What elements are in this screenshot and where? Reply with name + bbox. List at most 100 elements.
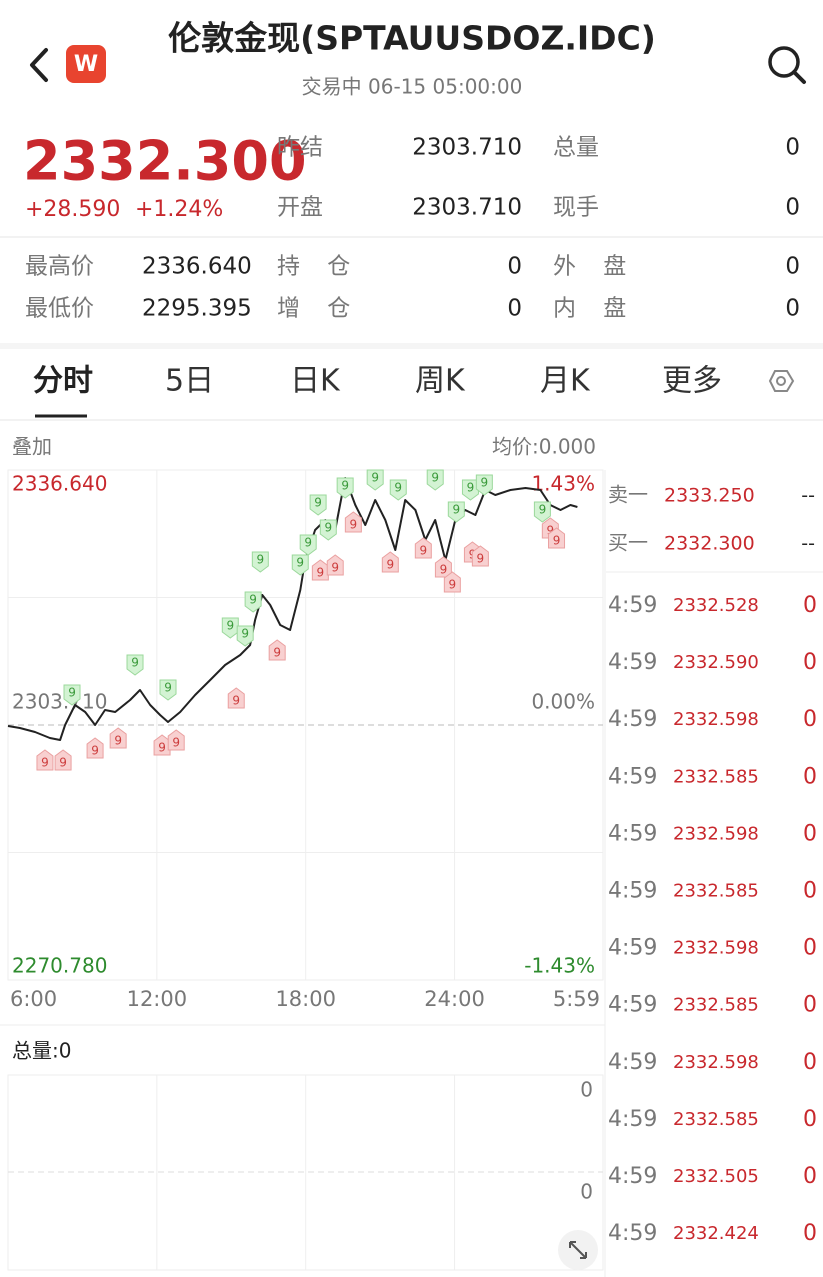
avg-price: 均价:0.000 (492, 435, 596, 459)
volume-title: 总量:0 (12, 1039, 71, 1063)
signal-badge (533, 501, 551, 523)
back-button[interactable] (30, 48, 48, 82)
signal-badge (471, 545, 489, 567)
trade-volume: 0 (803, 764, 817, 789)
signal-badge (381, 551, 399, 573)
tab[interactable]: 更多 (662, 364, 722, 399)
signal-label: 9 (317, 565, 325, 579)
signal-marker: 9 (36, 749, 54, 771)
signal-marker: 9 (475, 474, 493, 496)
divider (0, 343, 823, 349)
overlay-button[interactable]: 叠加 (12, 435, 52, 459)
signal-label: 9 (131, 655, 139, 669)
signal-label: 9 (394, 480, 402, 494)
signal-badge (299, 534, 317, 556)
price-line (7, 477, 578, 741)
signal-badge (159, 679, 177, 701)
signal-label: 9 (241, 627, 249, 641)
signal-badge (251, 551, 269, 573)
settings-button[interactable] (768, 370, 795, 392)
book-volume: -- (801, 533, 815, 555)
trade-volume: 0 (803, 879, 817, 904)
signal-marker: 9 (268, 639, 286, 661)
signal-label: 9 (172, 736, 180, 750)
signal-label: 9 (350, 517, 358, 531)
signal-label: 9 (341, 478, 349, 492)
signal-marker: 9 (86, 737, 104, 759)
page-title: 伦敦金现(SPTAUUSDOZ.IDC) (168, 19, 656, 58)
signal-label: 9 (371, 470, 379, 484)
signal-marker: 9 (336, 477, 354, 499)
trade-price: 2332.424 (673, 1223, 759, 1244)
signal-badge (221, 617, 239, 639)
signal-marker: 9 (251, 551, 269, 573)
field-label: 最高价 (25, 254, 94, 280)
field-label: 最低价 (25, 296, 94, 322)
signal-badge (36, 749, 54, 771)
signal-marker: 9 (227, 687, 245, 709)
price-change-pct: +1.24% (135, 197, 223, 222)
trade-volume: 0 (803, 707, 817, 732)
signal-badge (167, 729, 185, 751)
signal-badge (426, 469, 444, 491)
tab[interactable]: 周K (415, 364, 466, 399)
trade-time: 4:59 (608, 821, 657, 846)
x-tick-label: 6:00 (10, 987, 57, 1011)
signal-label: 9 (539, 502, 547, 516)
tab[interactable]: 5日 (165, 364, 214, 399)
x-tick-label: 24:00 (424, 987, 485, 1011)
trade-volume: 0 (803, 1221, 817, 1246)
signal-badge (414, 537, 432, 559)
signal-label: 9 (41, 756, 49, 770)
trade-time: 4:59 (608, 1107, 657, 1132)
settings-icon (776, 376, 786, 386)
trade-volume: 0 (803, 1050, 817, 1075)
tab[interactable]: 日K (290, 364, 341, 399)
signal-marker: 9 (326, 554, 344, 576)
signal-label: 9 (158, 740, 166, 754)
trade-volume: 0 (803, 1107, 817, 1132)
search-button[interactable] (768, 46, 806, 84)
signal-marker: 9 (533, 501, 551, 523)
trade-volume: 0 (803, 993, 817, 1018)
signal-label: 9 (256, 552, 264, 566)
tab[interactable]: 分时 (33, 364, 93, 399)
trade-price: 2332.598 (673, 938, 759, 959)
page-subtitle: 交易中 06-15 05:00:00 (302, 75, 523, 99)
signal-badge (443, 571, 461, 593)
expand-icon (569, 1241, 587, 1259)
signal-label: 9 (452, 502, 460, 516)
trade-time: 4:59 (608, 1050, 657, 1075)
trade-price: 2332.590 (673, 652, 759, 673)
signal-badge (63, 684, 81, 706)
trade-volume: 0 (803, 936, 817, 961)
signal-marker: 9 (221, 617, 239, 639)
expand-button[interactable] (558, 1230, 598, 1270)
trade-volume: 0 (803, 593, 817, 618)
y-tick-label: 2336.640 (12, 472, 107, 496)
tab[interactable]: 月K (540, 364, 591, 399)
signal-label: 9 (467, 480, 475, 494)
signal-badge (227, 687, 245, 709)
x-tick-label: 5:59 (553, 987, 600, 1011)
signal-badge (109, 727, 127, 749)
field-value: 0 (785, 254, 800, 280)
book-side: 卖一 (608, 483, 648, 507)
trade-volume: 0 (803, 1164, 817, 1189)
trade-price: 2332.585 (673, 766, 759, 787)
trade-price: 2332.528 (673, 595, 759, 616)
signal-marker: 9 (167, 729, 185, 751)
volume-tick-label: 0 (580, 1078, 593, 1102)
field-value: 0 (507, 254, 522, 280)
y2-tick-label: -1.43% (524, 954, 595, 978)
trade-time: 4:59 (608, 593, 657, 618)
signal-badge (548, 527, 566, 549)
trade-price: 2332.585 (673, 1109, 759, 1130)
signal-label: 9 (431, 470, 439, 484)
signal-label: 9 (553, 533, 561, 547)
signal-badge (268, 639, 286, 661)
field-label: 现手 (553, 195, 599, 221)
signal-marker: 9 (109, 727, 127, 749)
